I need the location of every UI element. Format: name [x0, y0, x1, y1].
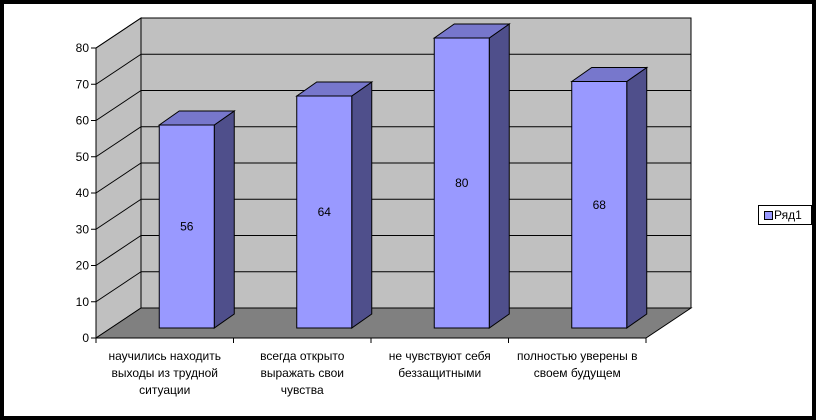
bar-side [626, 66, 648, 329]
data-label: 56 [180, 220, 194, 234]
data-label: 80 [455, 176, 469, 190]
gridline-side [95, 90, 142, 121]
legend: Ряд1 [758, 205, 812, 225]
x-category-label: научились находить [109, 349, 221, 363]
x-category-label: беззащитными [398, 366, 481, 380]
data-label: 68 [593, 198, 607, 212]
x-category-label: всегда открыто [260, 349, 345, 363]
chart-frame: 0 10 20 30 40 50 60 70 80 56 64 80 68 научились наход… [4, 4, 812, 416]
x-category-label: не чувствуют себя [389, 349, 491, 363]
y-tick-label: 0 [82, 331, 89, 345]
gridline-side [95, 198, 142, 230]
bar-side [213, 110, 235, 329]
gridline-side [95, 17, 142, 49]
legend-swatch-series-1 [764, 211, 773, 220]
y-tick-label: 60 [76, 114, 90, 128]
bar [158, 124, 215, 329]
data-label: 64 [318, 205, 332, 219]
x-category-label: выражать свои [261, 366, 344, 380]
gridline-side [95, 162, 142, 194]
bar-side [351, 81, 373, 329]
gridline-side [95, 235, 142, 266]
gridline-side [95, 126, 142, 158]
x-category-label: своем будущем [534, 366, 621, 380]
chart: 0 10 20 30 40 50 60 70 80 56 64 80 68 научились наход… [76, 17, 693, 397]
bar [433, 37, 490, 329]
x-category-label: выходы из трудной [112, 366, 218, 380]
y-tick-label: 20 [76, 259, 90, 273]
y-tick-label: 70 [76, 77, 90, 91]
gridline-side [95, 271, 142, 303]
bar [296, 95, 353, 329]
y-tick-label: 40 [76, 186, 90, 200]
x-category-label: ситуации [139, 383, 190, 397]
bar [571, 81, 628, 329]
bar-side [488, 23, 510, 329]
x-category-label: чувства [281, 383, 324, 397]
y-tick-label: 80 [76, 41, 90, 55]
y-tick-label: 30 [76, 222, 90, 236]
x-category-label: полностью уверены в [517, 349, 638, 363]
gridline-side [95, 53, 142, 85]
y-tick-label: 10 [76, 295, 90, 309]
y-tick-label: 50 [76, 150, 90, 164]
legend-label-series-1: Ряд1 [774, 208, 802, 222]
